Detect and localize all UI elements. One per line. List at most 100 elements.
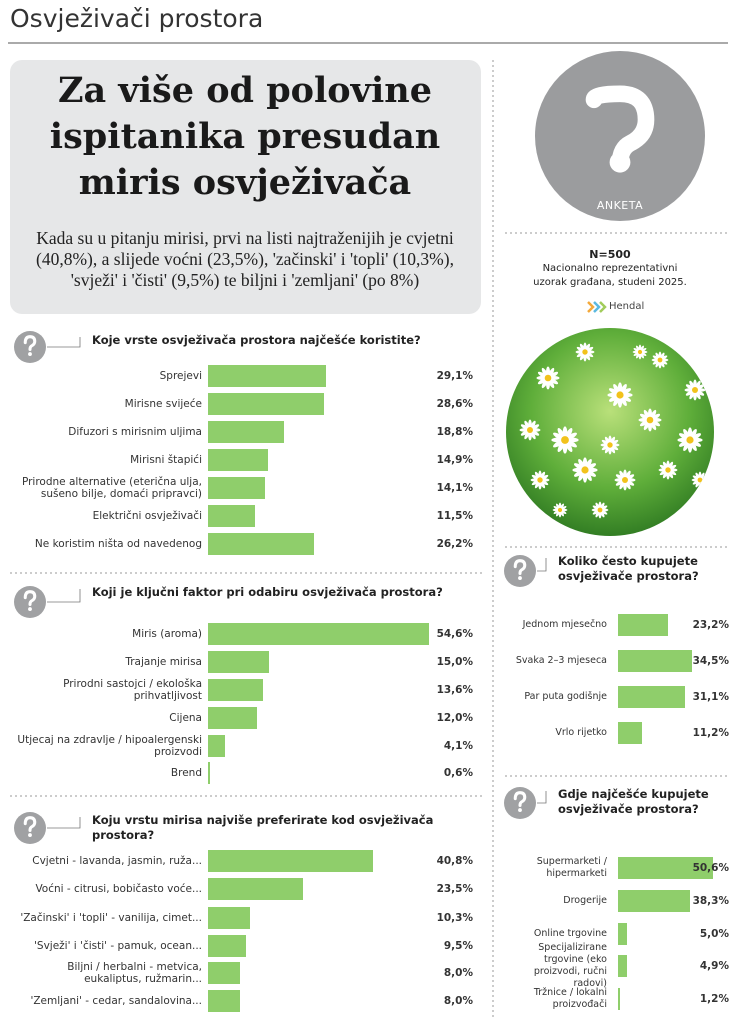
connector-line [47,337,81,348]
daisy-center [544,374,552,382]
bar [208,990,241,1012]
category-label: Utjecaj na zdravlje / hipoalergenski pro… [17,734,202,758]
daisy [575,342,595,362]
category-label: Online trgovine [533,928,607,939]
daisy [614,469,636,491]
value-label: 4,1% [443,740,473,752]
question-glyph [23,816,37,833]
bar [208,505,255,527]
value-label: 11,5% [436,510,473,522]
question-mark-icon [585,85,655,173]
bar [208,651,269,673]
connector-line [47,589,81,603]
daisy [684,379,706,401]
daisy-center [622,477,628,483]
value-label: 15,0% [436,656,473,668]
daisy [536,366,560,390]
question-dot [28,352,32,356]
bar [208,421,285,443]
value-label: 28,6% [436,398,473,410]
category-label: Voćni - citrusi, bobičasto voće... [35,883,202,895]
value-label: 14,9% [436,454,473,466]
daisy [658,460,678,480]
category-label: Mirisni štapići [130,454,202,466]
bar [208,679,264,701]
bar [208,449,269,471]
value-label: 54,6% [436,628,473,640]
bar [208,477,266,499]
question: Koje vrste osvježivača prostora najčešće… [92,333,421,347]
daisy-center [582,349,588,355]
daisy [551,426,579,454]
bar [618,650,693,672]
value-label: 14,1% [436,482,473,494]
sample-description: uzorak građana, studeni 2025. [533,277,687,288]
bar [208,533,315,555]
category-label: Trajanje mirisa [125,656,202,668]
value-label: 40,8% [436,855,473,867]
bar [208,907,250,929]
daisy [572,457,598,483]
daisy [638,408,662,432]
question-dot [518,576,522,580]
daisy-center [697,477,703,483]
bar [208,735,225,757]
value-label: 0,6% [443,767,473,779]
value-label: 26,2% [436,538,473,550]
survey-badge [535,51,705,221]
daisy [632,344,648,360]
lead-text: Kada su u pitanju mirisi, prvi na listi … [36,228,454,290]
bar [618,890,690,912]
value-label: 23,2% [692,619,729,631]
page-title: Osvježivači prostora [10,4,264,33]
category-label: Prirodni sastojci / ekološka prihvatljiv… [63,678,202,702]
sample-description: Nacionalno reprezentativni [542,263,678,274]
daisy-center [607,442,613,448]
category-label: Specijalizirane trgovine (eko proizvodi,… [533,942,607,989]
value-label: 18,8% [436,426,473,438]
bar [618,857,713,879]
category-label: Difuzori s mirisnim uljima [68,426,202,438]
lead-title: Za više od polovine ispitanika presudan … [49,70,441,203]
daisy [651,351,669,369]
daisy-center [616,391,624,399]
bar [208,962,241,984]
bar [208,762,211,784]
question-glyph [23,335,37,352]
daisy [607,382,633,408]
value-label: 10,3% [436,912,473,924]
question-glyph [23,590,37,607]
bar [208,707,257,729]
value-label: 8,0% [443,995,473,1007]
category-label: Tržnice / lokalni proizvođači [533,987,607,1010]
category-label: Biljni / herbalni - metvica, eukaliptus,… [67,961,202,985]
daisy-center [692,387,698,393]
category-label: Ne koristim ništa od navedenog [34,538,202,550]
bar [618,686,685,708]
daisy-center [646,416,654,424]
category-label: Jednom mjesečno [522,619,607,630]
value-label: 8,0% [443,967,473,979]
daisy [530,470,550,490]
flower-photo [506,328,714,536]
daisy [519,419,541,441]
daisy [600,435,620,455]
value-label: 5,0% [699,928,729,940]
value-label: 9,5% [443,940,473,952]
question: Gdje najčešće kupujete osvježivače prost… [558,787,709,816]
daisy [677,427,703,453]
value-label: 13,6% [436,684,473,696]
value-label: 4,9% [699,960,729,972]
daisy-center [637,349,643,355]
category-label: Sprejevi [159,370,202,382]
bar [208,935,247,957]
value-label: 31,1% [692,691,729,703]
question: Koju vrstu mirisa najviše preferirate ko… [92,813,434,842]
question-dot [28,607,32,611]
question-dot [609,151,631,173]
question-dot [518,808,522,812]
question-glyph [513,559,527,576]
source-logo-text: Hendal [609,301,645,312]
bar [618,722,643,744]
